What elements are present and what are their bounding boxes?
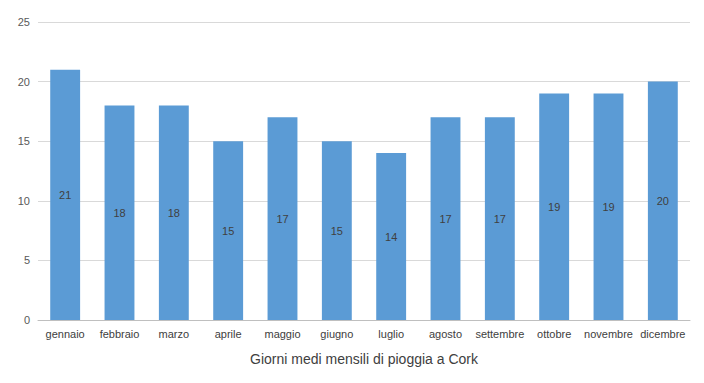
svg-text:Giorni medi mensili di pioggia: Giorni medi mensili di pioggia a Cork xyxy=(250,351,479,367)
svg-text:5: 5 xyxy=(24,254,30,266)
svg-text:20: 20 xyxy=(657,195,669,207)
svg-text:18: 18 xyxy=(113,207,125,219)
svg-text:19: 19 xyxy=(548,201,560,213)
svg-text:15: 15 xyxy=(222,225,234,237)
svg-text:20: 20 xyxy=(18,76,30,88)
svg-text:agosto: agosto xyxy=(429,328,462,340)
svg-text:14: 14 xyxy=(385,231,397,243)
svg-text:15: 15 xyxy=(18,135,30,147)
svg-text:21: 21 xyxy=(59,189,71,201)
svg-text:settembre: settembre xyxy=(475,328,524,340)
svg-text:17: 17 xyxy=(494,213,506,225)
svg-text:0: 0 xyxy=(24,314,30,326)
svg-text:maggio: maggio xyxy=(264,328,300,340)
svg-text:dicembre: dicembre xyxy=(640,328,685,340)
svg-text:giugno: giugno xyxy=(320,328,353,340)
svg-text:aprile: aprile xyxy=(215,328,242,340)
svg-text:marzo: marzo xyxy=(159,328,190,340)
svg-text:ottobre: ottobre xyxy=(537,328,571,340)
svg-text:luglio: luglio xyxy=(378,328,404,340)
svg-text:17: 17 xyxy=(276,213,288,225)
svg-text:25: 25 xyxy=(18,16,30,28)
svg-text:17: 17 xyxy=(439,213,451,225)
svg-text:10: 10 xyxy=(18,195,30,207)
svg-text:18: 18 xyxy=(168,207,180,219)
svg-text:gennaio: gennaio xyxy=(46,328,85,340)
svg-text:febbraio: febbraio xyxy=(100,328,140,340)
svg-text:19: 19 xyxy=(602,201,614,213)
svg-text:15: 15 xyxy=(331,225,343,237)
svg-text:novembre: novembre xyxy=(584,328,633,340)
